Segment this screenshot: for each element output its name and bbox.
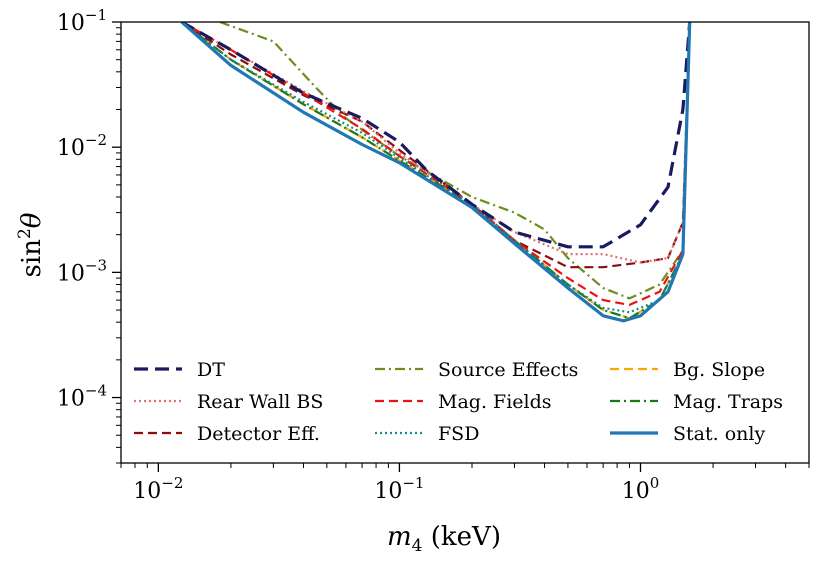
series-line-stat-only — [180, 22, 692, 323]
y-axis-label: sin2θ — [15, 212, 47, 277]
x-tick-label: 10−2 — [133, 474, 183, 504]
x-axis-label: m4 (keV) — [387, 522, 501, 556]
series-layer — [180, 22, 692, 323]
y-axis: 10−1 10−2 10−3 10−4 — [57, 6, 121, 464]
y-tick-label: 10−3 — [57, 256, 107, 286]
legend-label: DT — [197, 359, 225, 381]
legend-label: Source Effects — [438, 359, 578, 381]
series-line-fsd — [181, 22, 691, 314]
legend-label: Detector Eff. — [197, 423, 320, 445]
y-tick-label: 10−1 — [57, 6, 107, 36]
plot-area — [120, 21, 810, 464]
legend-label: Mag. Fields — [438, 391, 552, 413]
series-line-mag-fields — [181, 22, 691, 306]
axes-frame — [120, 21, 810, 464]
legend-label: Bg. Slope — [673, 359, 765, 381]
series-line-rear-wall-bs — [181, 22, 691, 264]
x-tick-label: 10−1 — [374, 474, 424, 504]
legend-label: FSD — [438, 423, 479, 445]
legend-label: Stat. only — [673, 423, 765, 445]
legend: DT Rear Wall BS Detector Eff. Source Effect… — [134, 359, 783, 445]
x-axis: 10−2 10−1 100 — [120, 463, 810, 504]
legend-label: Mag. Traps — [673, 391, 783, 413]
y-tick-label: 10−2 — [57, 131, 107, 161]
y-tick-label: 10−4 — [57, 382, 107, 412]
legend-label: Rear Wall BS — [197, 391, 323, 413]
series-line-source-effects — [219, 22, 691, 300]
x-tick-label: 100 — [622, 474, 660, 504]
series-line-dt — [180, 22, 692, 249]
